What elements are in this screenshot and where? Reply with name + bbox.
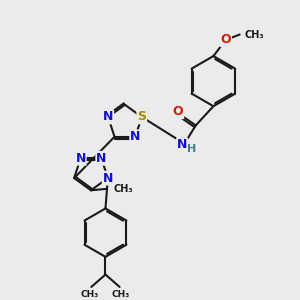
Text: CH₃: CH₃: [244, 29, 264, 40]
Text: N: N: [103, 172, 113, 184]
Text: CH₃: CH₃: [81, 290, 99, 299]
Text: N: N: [103, 110, 113, 124]
Text: N: N: [177, 138, 187, 152]
Text: H: H: [187, 144, 196, 154]
Text: N: N: [130, 130, 140, 143]
Text: N: N: [75, 152, 86, 165]
Text: O: O: [173, 105, 183, 118]
Text: S: S: [137, 110, 146, 124]
Text: CH₃: CH₃: [114, 184, 133, 194]
Text: CH₃: CH₃: [112, 290, 130, 299]
Text: N: N: [96, 152, 106, 165]
Text: O: O: [220, 33, 231, 46]
